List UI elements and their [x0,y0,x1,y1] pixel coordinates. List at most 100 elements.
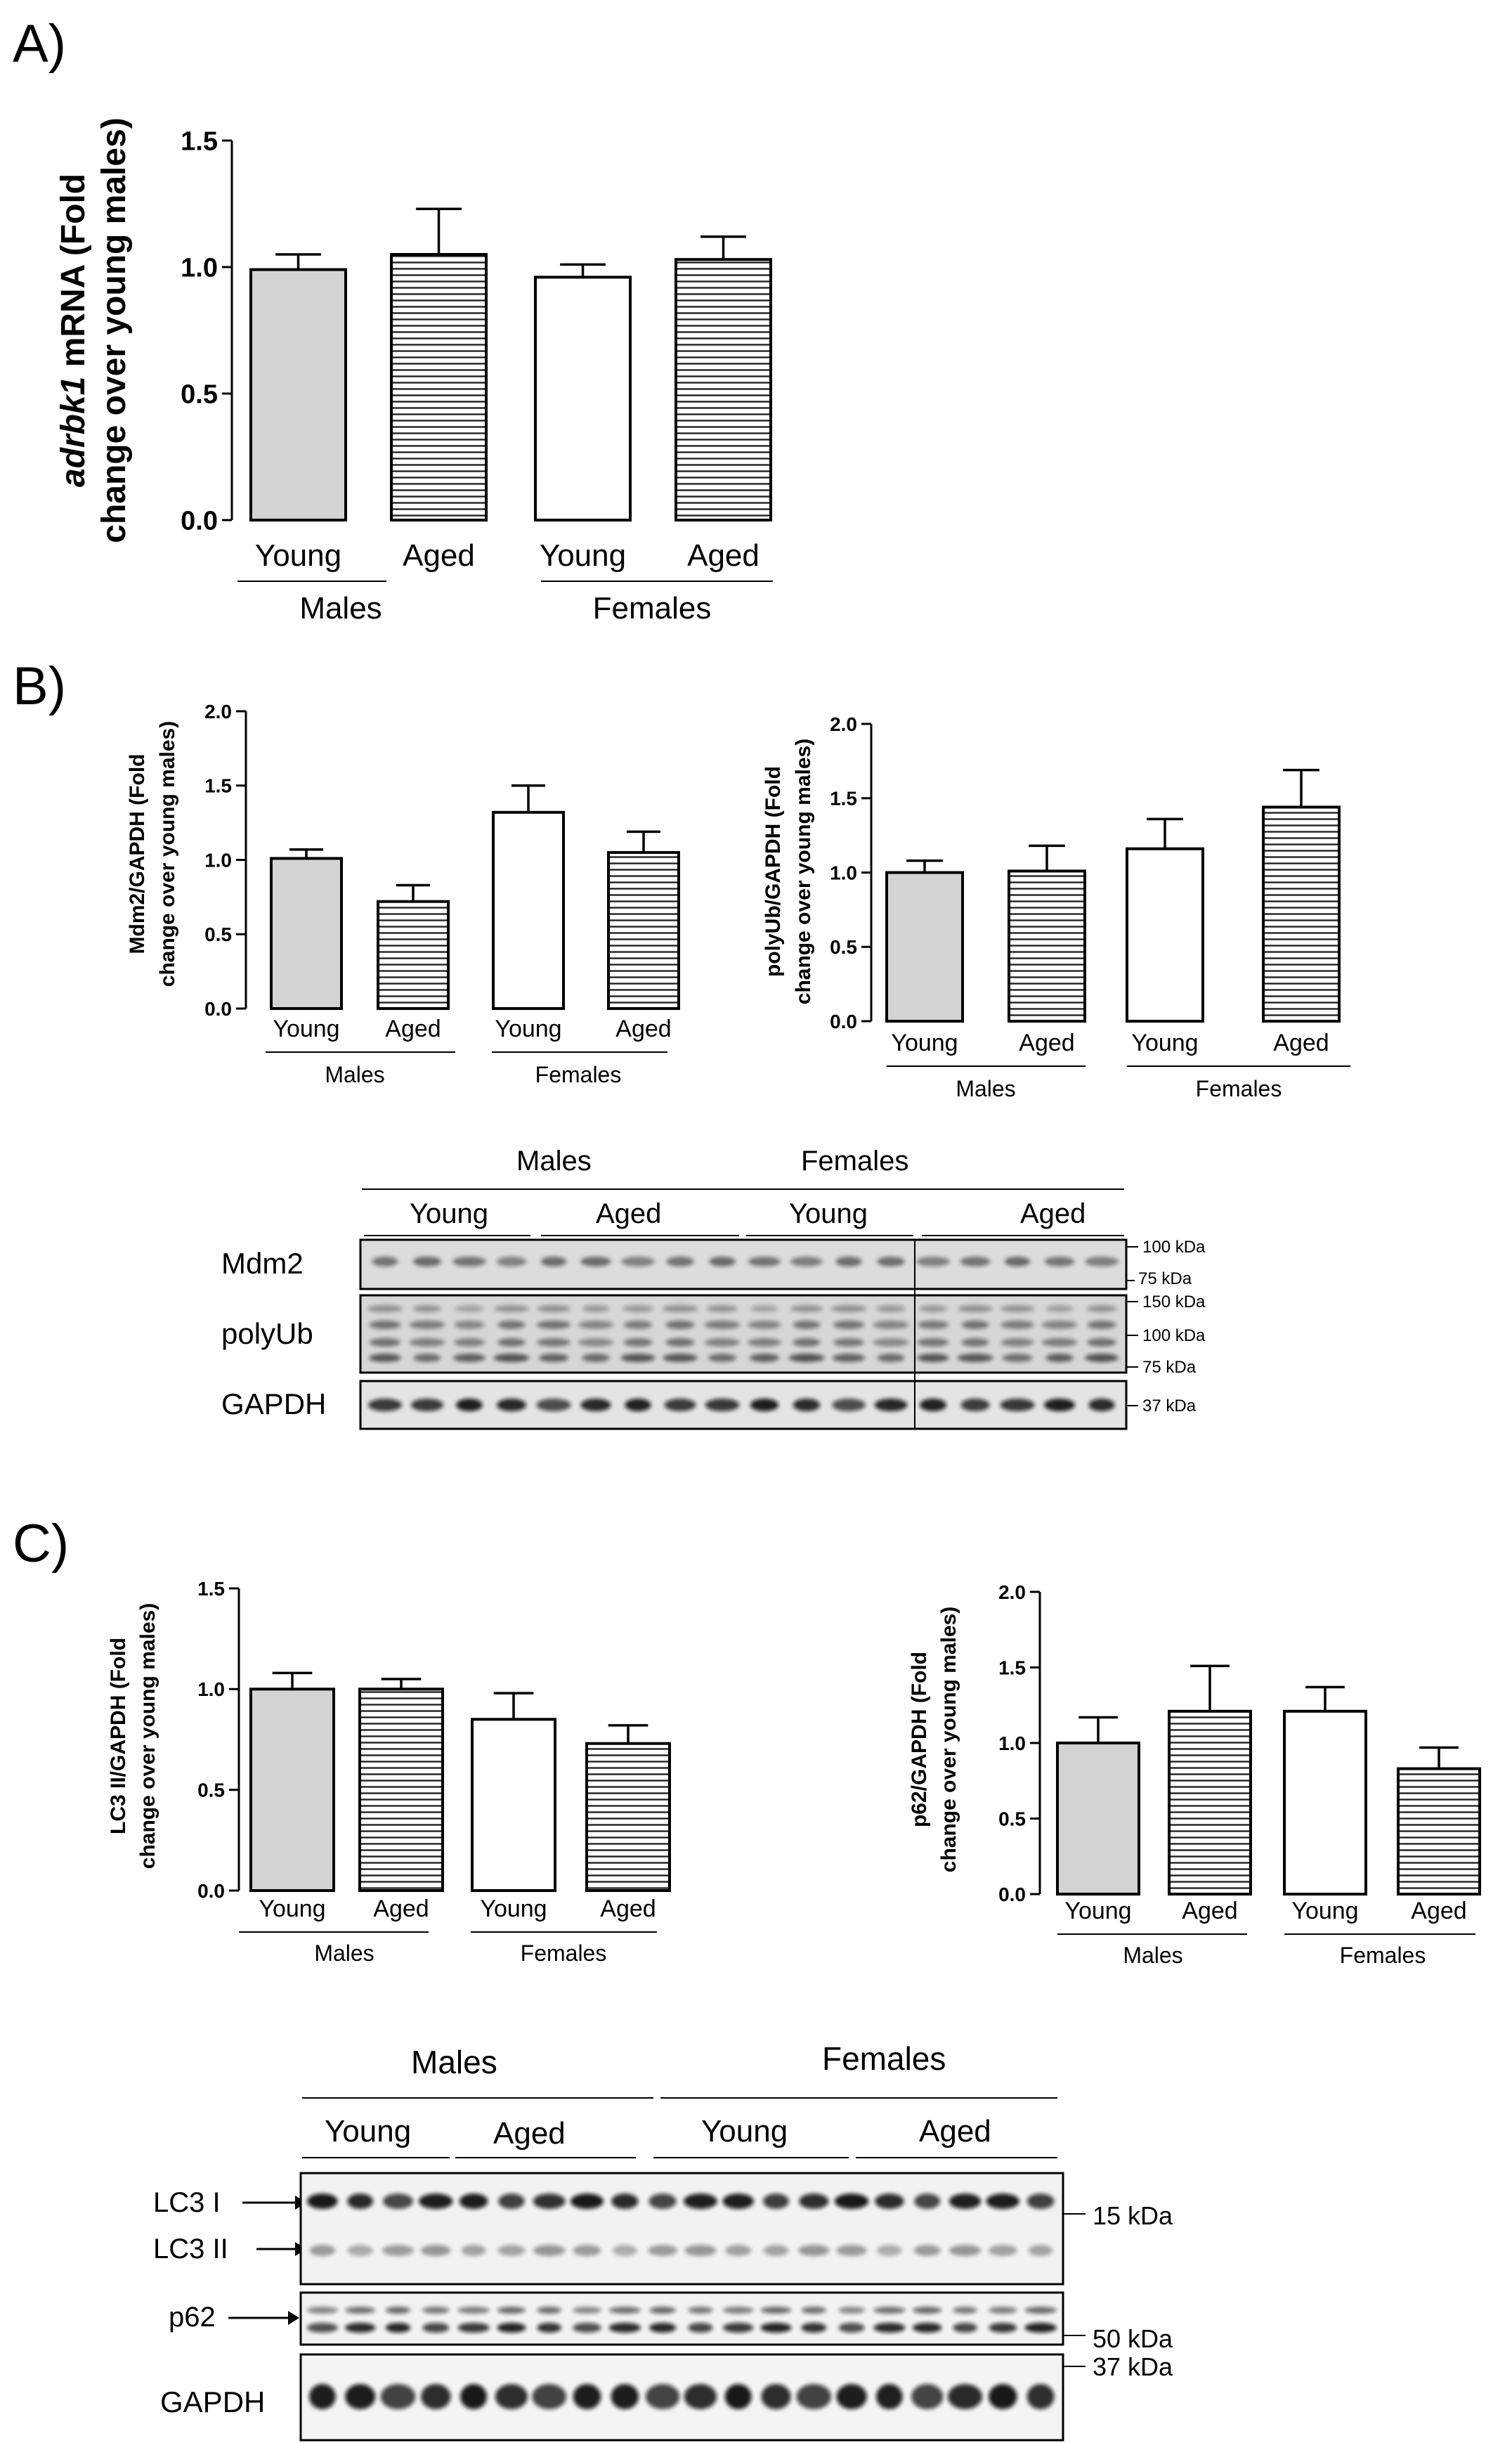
band [369,1338,401,1347]
band [798,2245,830,2256]
band [684,2384,717,2409]
band [533,2245,566,2256]
band [453,1354,485,1362]
band [409,1321,445,1329]
band [958,1305,993,1312]
y-tick-label: 1.0 [998,1732,1026,1754]
band [537,1338,571,1347]
y-axis-label: polyUb/GAPDH (Fold [762,766,785,977]
y-tick-label: 1.5 [197,1578,225,1600]
band [708,1354,736,1362]
y-axis-label-part: change over young males) [136,1603,159,1869]
band [573,2384,601,2409]
band [498,2193,525,2209]
y-tick-label: 2.0 [204,701,232,722]
band [836,2384,867,2409]
band [664,1399,696,1411]
band [611,2193,639,2209]
band [412,1257,442,1266]
band [382,2245,414,2256]
band [344,2323,376,2333]
y-axis-label: Mdm2/GAPDH (Fold [126,754,149,954]
band [623,1321,653,1329]
band [750,1399,779,1411]
band [572,2307,602,2314]
group-label: Males [1123,1943,1182,1968]
band [706,1305,738,1312]
blot-b-marker: 75 kDa [1138,1269,1192,1288]
blot-c-group-females: Females [822,2040,946,2077]
blot-c-marker: 37 kDa [1093,2352,1173,2381]
band [724,2384,752,2409]
band [452,1257,486,1266]
band [705,1338,740,1347]
band [532,2384,566,2409]
band [536,1399,571,1411]
band [748,1321,781,1329]
band [1024,2307,1057,2314]
band [916,1257,950,1266]
band [422,2307,450,2314]
band [1024,2323,1057,2333]
band [454,1321,485,1329]
band [493,1305,530,1312]
bar [377,900,450,1010]
band [874,1399,908,1411]
y-tick-label: 2.0 [998,1581,1026,1603]
blot-c-sub-aged-f: Aged [919,2114,991,2149]
band [380,2384,416,2409]
band [683,2193,717,2209]
blot-c-marker: 15 kDa [1093,2201,1173,2230]
band [748,1257,781,1266]
band [801,2307,827,2314]
y-tick-label: 1.0 [181,253,218,283]
category-label: Aged [1019,1030,1074,1056]
y-axis-label-part: change over young males) [937,1607,960,1872]
band [306,2307,339,2314]
band [385,2323,411,2333]
band [538,1354,569,1362]
y-tick-label: 0.0 [197,1880,225,1902]
band [649,2193,677,2209]
bar [1397,1767,1481,1896]
bar [358,1687,444,1892]
bar [885,871,964,1023]
bar [390,253,488,521]
band [413,1354,441,1362]
band [763,2193,789,2209]
blot-b-sub-aged-m: Aged [596,1198,661,1229]
band [422,2323,450,2333]
band [623,1305,653,1312]
y-tick-label: 0.0 [181,506,218,536]
group-label: Females [1196,1076,1282,1101]
band [347,2245,374,2256]
y-tick-label: 0.0 [830,1011,857,1032]
bar [270,857,343,1011]
y-axis-label: change over young males) [136,1603,159,1869]
band [960,1399,990,1411]
band [988,2245,1017,2256]
blot-c-marker: 50 kDa [1093,2324,1173,2353]
category-label: Aged [403,538,475,573]
y-axis-label: LC3 II/GAPDH (Fold [107,1638,130,1834]
band [725,2245,752,2256]
y-axis-label: adrbk1 mRNA (Fold [55,174,92,487]
category-label: Aged [385,1016,441,1042]
blot-b-marker: 75 kDa [1142,1358,1197,1377]
band [913,2307,942,2314]
band [793,1321,821,1329]
y-axis-label: p62/GAPDH (Fold [908,1652,931,1827]
band [412,1305,442,1312]
band [306,2323,338,2333]
blot-b-marker: 100 kDa [1142,1326,1206,1345]
band [493,1354,530,1362]
band [919,1399,947,1411]
category-label: Young [480,1896,547,1922]
band [790,1257,823,1266]
group-label: Males [299,591,382,626]
band [953,2307,977,2314]
bar [249,268,347,521]
band [347,2193,374,2209]
band [648,2245,678,2256]
blot-c: Males Females Young Aged Young Aged LC3 … [153,2040,1173,2442]
